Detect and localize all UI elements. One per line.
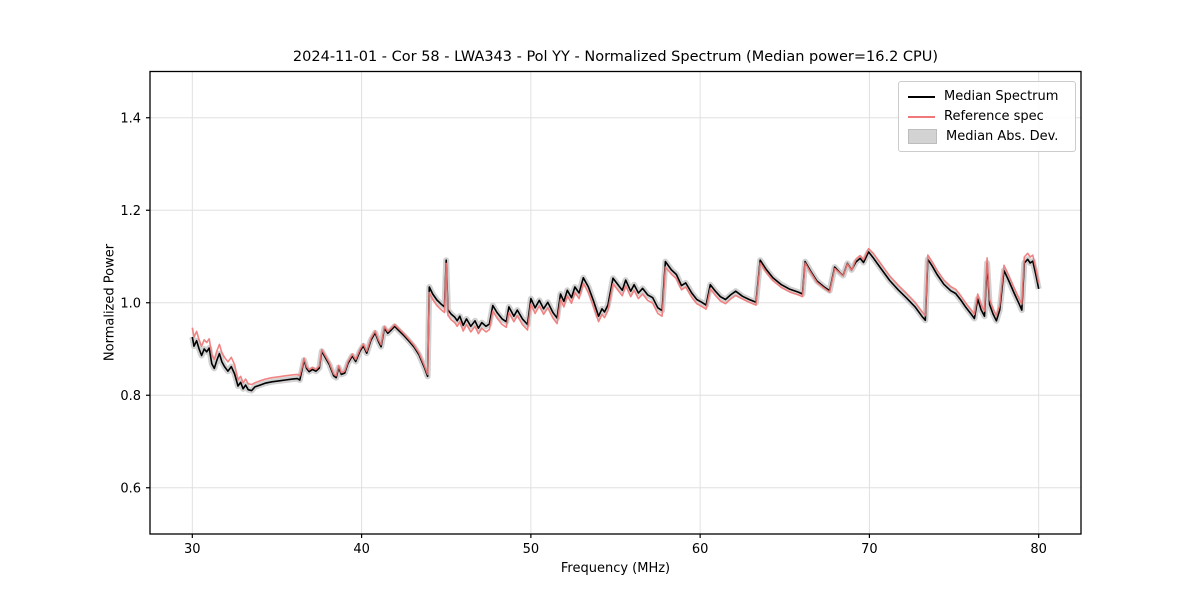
y-axis-label: Normalized Power [102, 243, 118, 362]
legend-label-reference-spec: Reference spec [944, 109, 1044, 124]
median-spectrum-line-swatch [908, 95, 935, 98]
x-tick-label: 80 [1030, 542, 1047, 557]
x-tick-label: 30 [184, 542, 201, 557]
legend-item-reference-spec: Reference spec [908, 109, 1065, 124]
y-tick-label: 0.8 [120, 389, 141, 404]
median-abs-dev-band [189, 248, 1042, 394]
x-tick-label: 40 [353, 542, 370, 557]
legend-label-median-abs-dev: Median Abs. Dev. [946, 129, 1059, 144]
y-tick-label: 1.2 [120, 204, 141, 219]
legend-label-median-spectrum: Median Spectrum [944, 89, 1059, 104]
y-tick-label: 0.6 [120, 481, 141, 496]
legend-item-median-spectrum: Median Spectrum [908, 89, 1065, 104]
y-tick-label: 1.4 [120, 111, 141, 126]
x-axis-label: Frequency (MHz) [560, 561, 671, 576]
reference-spec-line [191, 247, 1040, 386]
x-tick-label: 60 [692, 542, 709, 557]
legend: Median Spectrum Reference spec Median Ab… [898, 81, 1076, 152]
reference-spec-line-swatch [908, 115, 935, 118]
x-tick-label: 70 [861, 542, 878, 557]
y-tick-label: 1.0 [120, 296, 141, 311]
x-tick-label: 50 [523, 542, 540, 557]
chart-title: 2024-11-01 - Cor 58 - LWA343 - Pol YY - … [292, 49, 939, 65]
legend-item-median-abs-dev: Median Abs. Dev. [908, 129, 1065, 144]
median-abs-dev-patch-swatch [908, 129, 937, 144]
